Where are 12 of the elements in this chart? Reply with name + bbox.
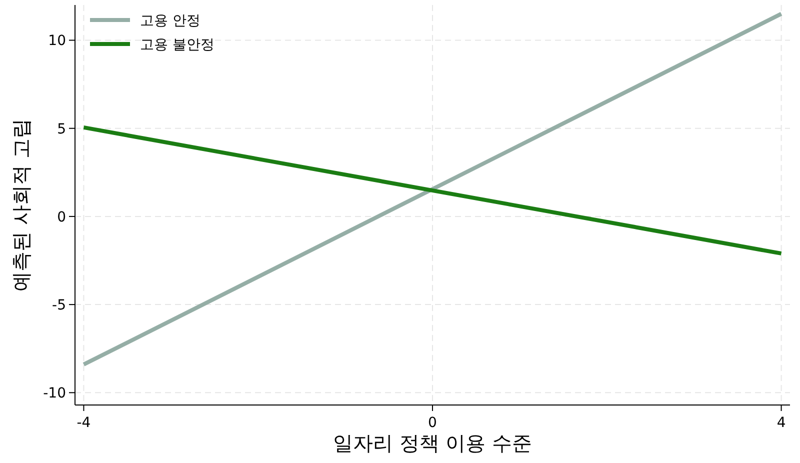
x-tick-label: 0: [428, 415, 437, 431]
x-tick-label: 4: [776, 415, 786, 431]
y-tick-label: 0: [57, 209, 66, 226]
y-tick-label: -10: [43, 386, 66, 402]
legend-label: 고용 안정: [140, 13, 200, 29]
x-tick-label: -4: [76, 415, 91, 431]
legend-label: 고용 불안정: [140, 37, 214, 53]
y-tick-label: -5: [52, 298, 66, 314]
y-tick-label: 5: [57, 121, 66, 138]
y-tick-label: 10: [48, 33, 66, 50]
x-axis-title: 일자리 정책 이용 수준: [332, 431, 532, 455]
y-axis-title: 예측된 사회적 고립: [9, 118, 33, 292]
